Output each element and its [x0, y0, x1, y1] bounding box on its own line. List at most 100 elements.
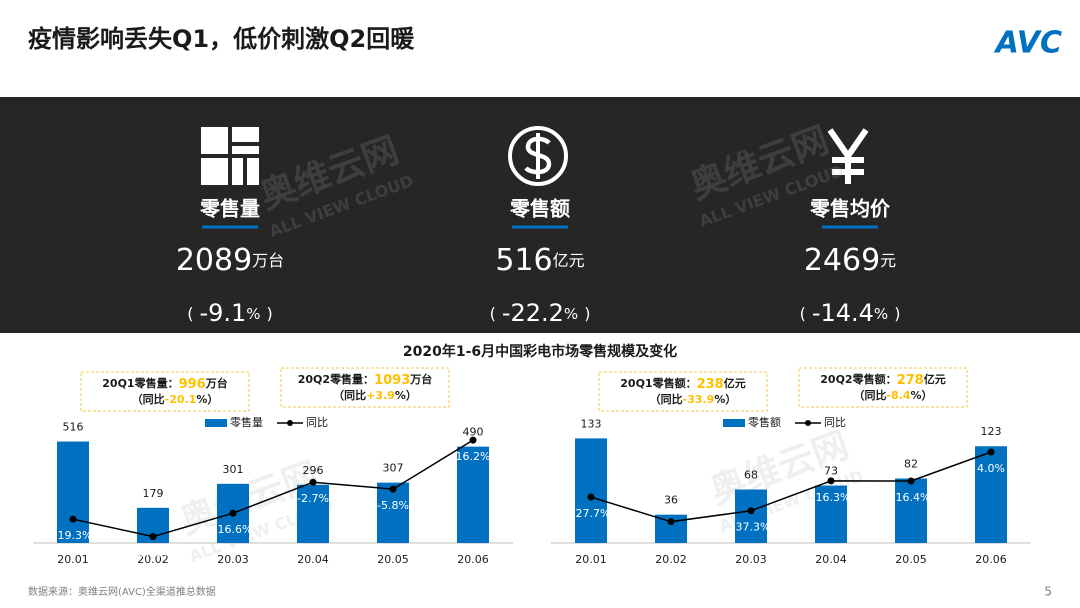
bar-value-label: 73 [824, 465, 838, 478]
bar-value-label: 68 [744, 469, 758, 482]
line-value-label: -27.7% [572, 507, 611, 520]
line-value-label: -27.1% [134, 547, 173, 560]
callout-open: （同比 [853, 388, 886, 402]
callout-value: 996 [179, 377, 206, 392]
bar-value-label: 133 [581, 417, 602, 430]
legend-swatch [205, 419, 227, 427]
callout-value: 238 [697, 377, 724, 392]
line-value-label: -16.4% [892, 491, 931, 504]
callout-unit: 亿元 [924, 372, 946, 386]
kpi-label: 零售均价 [809, 197, 891, 221]
kpi-number: 2469 [804, 243, 880, 278]
line [590, 451, 992, 523]
line-point [587, 493, 595, 501]
x-tick-label: 20.03 [735, 553, 767, 566]
x-tick-label: 20.02 [137, 553, 169, 566]
legend-label: 零售额 [748, 415, 781, 429]
callout-line: （同比+3.9%） [333, 388, 417, 402]
kpi-value: 516亿元 [495, 243, 584, 278]
legend-dot [805, 420, 811, 426]
callout-open: （同比 [333, 388, 366, 402]
callout-close: %） [714, 393, 736, 406]
kpi-unit: 元 [880, 251, 896, 270]
callout-change: -33.9 [683, 393, 715, 406]
callout-close: %） [196, 393, 218, 406]
legend-label: 同比 [824, 416, 846, 429]
line-value-label: 4.0% [977, 462, 1005, 475]
x-tick-label: 20.06 [457, 553, 489, 566]
bracket: ) [584, 304, 590, 323]
line-point [229, 509, 237, 517]
combo-chart: 20.01 20.02 20.03 20.04 20.05 20.06 516 179 301 2… [33, 367, 513, 566]
callout-open: （同比 [132, 392, 165, 406]
page-number: 5 [1044, 585, 1052, 599]
icon-grid [201, 127, 259, 185]
callout-change: -8.4 [886, 389, 910, 402]
callout-box [798, 367, 968, 408]
bar [297, 484, 329, 543]
callout-value: 1093 [374, 373, 410, 388]
kpi-unit: 万台 [252, 251, 284, 270]
kpis: 零售量 2089万台 (-9.1%) 零售额 516亿元 (-22.2%) 零售均价 2469… [176, 197, 901, 328]
bar-value-label: 123 [981, 425, 1002, 438]
legend-label: 同比 [306, 416, 328, 429]
line-point [309, 478, 317, 486]
line-value-label: -16.6% [214, 523, 253, 536]
kpi-unit: 亿元 [553, 251, 585, 270]
callout-close: %） [911, 389, 933, 402]
charts-title: 2020年1-6月中国彩电市场零售规模及变化 [403, 343, 677, 360]
x-tick-label: 20.03 [217, 553, 249, 566]
source: 数据来源：奥维云网(AVC)全渠道推总数据 [28, 585, 216, 598]
bar [457, 446, 489, 543]
bar-value-label: 490 [463, 426, 484, 439]
bracket: ( [187, 304, 193, 323]
kpi-change-unit: % [564, 305, 578, 323]
bar [575, 438, 607, 543]
line-point [747, 507, 755, 515]
line-point [987, 448, 995, 456]
bar [57, 441, 89, 543]
callout-line: 20Q2零售额：278亿元 [820, 372, 945, 388]
legend-swatch [723, 419, 745, 427]
callout-label: 20Q1零售额： [620, 376, 696, 390]
x-tick-label: 20.04 [297, 553, 329, 566]
kpi-number: 516 [495, 243, 552, 278]
callout-change: -20.1 [165, 393, 197, 406]
legend-label: 零售量 [230, 415, 263, 429]
x-tick-label: 20.01 [57, 553, 89, 566]
bracket: ( [800, 304, 806, 323]
kpi-change-unit: % [874, 305, 888, 323]
bar [975, 446, 1007, 543]
bracket: ) [267, 304, 273, 323]
callout-close: %） [395, 389, 417, 402]
line-value-label: -2.7% [297, 492, 329, 505]
bar-value-label: 82 [904, 457, 918, 470]
line-point [907, 477, 915, 485]
kpi-change-unit: % [246, 305, 260, 323]
line-point [667, 518, 675, 526]
combo-chart: 20.01 20.02 20.03 20.04 20.05 20.06 133 36 68 73 8… [551, 367, 1031, 566]
line-value-label: -5.8% [377, 499, 409, 512]
bar-value-label: 296 [303, 464, 324, 477]
charts: 20.01 20.02 20.03 20.04 20.05 20.06 516 179 301 2… [33, 367, 1031, 566]
kpi-change-number: -14.4 [812, 299, 874, 327]
line-point [149, 533, 157, 541]
callout-line: 20Q2零售量：1093万台 [298, 372, 433, 388]
callout-change: +3.9 [366, 389, 395, 402]
x-tick-label: 20.05 [895, 553, 927, 566]
callout-box [280, 367, 450, 408]
callout-box [80, 371, 250, 412]
bar-value-label: 36 [664, 494, 678, 507]
callout-label: 20Q2零售量： [298, 372, 374, 386]
logo: AVC [994, 26, 1062, 61]
bar [895, 478, 927, 543]
callout-line: （同比-8.4%） [853, 388, 932, 402]
legend-dot [287, 420, 293, 426]
line-point [469, 436, 477, 444]
line-point [389, 485, 397, 493]
kpi-change: (-9.1%) [187, 299, 273, 327]
callout-unit: 万台 [409, 372, 432, 386]
x-tick-label: 20.04 [815, 553, 847, 566]
kpi-change: (-14.4%) [800, 299, 901, 327]
